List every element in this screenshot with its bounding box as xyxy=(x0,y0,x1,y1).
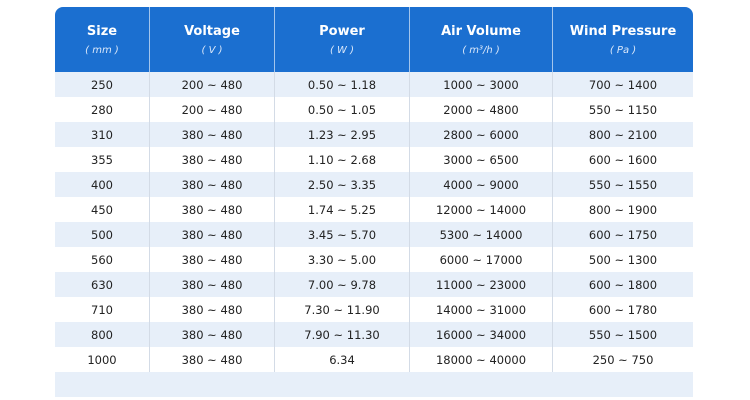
table-cell: 12000 ~ 14000 xyxy=(410,197,553,222)
column-title: Size xyxy=(86,23,118,39)
spec-table: Size ( mm ) Voltage ( V ) Power ( W ) Air Volu… xyxy=(55,7,693,397)
header-cell: Power ( W ) xyxy=(275,7,410,72)
table-cell: 5300 ~ 14000 xyxy=(410,222,553,247)
table-cell: 380 ~ 480 xyxy=(150,297,275,322)
table-cell: 380 ~ 480 xyxy=(150,147,275,172)
table-cell: 200 ~ 480 xyxy=(150,97,275,122)
table-cell: 560 xyxy=(55,247,150,272)
table-row: 450 380 ~ 480 1.74 ~ 5.25 12000 ~ 14000 800 … xyxy=(55,197,693,222)
column-title: Power xyxy=(319,23,365,39)
table-row: 710 380 ~ 480 7.30 ~ 11.90 14000 ~ 31000 600… xyxy=(55,297,693,322)
column-unit: ( Pa ) xyxy=(609,44,637,56)
table-cell: 700 ~ 1400 xyxy=(588,77,658,92)
empty-row xyxy=(55,372,693,397)
table-cell: 3.30 ~ 5.00 xyxy=(275,247,410,272)
column-unit: ( W ) xyxy=(329,44,355,56)
table-cell: 380 ~ 480 xyxy=(150,272,275,297)
table-row: 800 380 ~ 480 7.90 ~ 11.30 16000 ~ 34000 550… xyxy=(55,322,693,347)
table-row: 400 380 ~ 480 2.50 ~ 3.35 4000 ~ 9000 550 ~ … xyxy=(55,172,693,197)
table-cell: 1.10 ~ 2.68 xyxy=(275,147,410,172)
table-cell: 1.74 ~ 5.25 xyxy=(275,197,410,222)
table-cell: 11000 ~ 23000 xyxy=(410,272,553,297)
column-unit: ( mm ) xyxy=(85,44,119,56)
table-cell: 280 xyxy=(55,97,150,122)
table-cell: 600 ~ 1600 xyxy=(588,152,658,167)
column-unit: ( V ) xyxy=(201,44,223,56)
table-cell: 310 xyxy=(55,122,150,147)
table-row: 630 380 ~ 480 7.00 ~ 9.78 11000 ~ 23000 600 … xyxy=(55,272,693,297)
table-cell: 16000 ~ 34000 xyxy=(410,322,553,347)
table-cell: 380 ~ 480 xyxy=(150,172,275,197)
table-cell: 380 ~ 480 xyxy=(150,222,275,247)
table-row: 250 200 ~ 480 0.50 ~ 1.18 1000 ~ 3000 700 ~ … xyxy=(55,72,693,97)
table-cell: 250 xyxy=(55,72,150,97)
table-cell: 3.45 ~ 5.70 xyxy=(275,222,410,247)
table-cell: 550 ~ 1150 xyxy=(588,102,658,117)
table-cell: 6000 ~ 17000 xyxy=(410,247,553,272)
table-cell: 500 xyxy=(55,222,150,247)
table-cell: 800 ~ 1900 xyxy=(588,202,658,217)
header-cell: Air Volume ( m³/h ) xyxy=(410,7,553,72)
table-cell: 600 ~ 1750 xyxy=(588,227,658,242)
table-cell: 7.00 ~ 9.78 xyxy=(275,272,410,297)
table-cell: 0.50 ~ 1.18 xyxy=(275,72,410,97)
table-cell: 380 ~ 480 xyxy=(150,197,275,222)
table-row: 560 380 ~ 480 3.30 ~ 5.00 6000 ~ 17000 500 ~… xyxy=(55,247,693,272)
column-unit: ( m³/h ) xyxy=(462,44,500,56)
table-row: 310 380 ~ 480 1.23 ~ 2.95 2800 ~ 6000 800 ~ … xyxy=(55,122,693,147)
table-cell: 1000 xyxy=(55,347,150,372)
table-cell: 2000 ~ 4800 xyxy=(410,97,553,122)
table-cell: 710 xyxy=(55,297,150,322)
header-row: Size ( mm ) Voltage ( V ) Power ( W ) Air Volu… xyxy=(55,7,693,72)
table-cell: 630 xyxy=(55,272,150,297)
table-cell: 380 ~ 480 xyxy=(150,322,275,347)
table-cell: 380 ~ 480 xyxy=(150,247,275,272)
table-cell: 250 ~ 750 xyxy=(592,352,654,367)
table-cell: 14000 ~ 31000 xyxy=(410,297,553,322)
table-cell: 600 ~ 1800 xyxy=(588,277,658,292)
table-cell: 2.50 ~ 3.35 xyxy=(275,172,410,197)
table-row: 280 200 ~ 480 0.50 ~ 1.05 2000 ~ 4800 550 ~ … xyxy=(55,97,693,122)
table-row: 1000 380 ~ 480 6.34 18000 ~ 40000 250 ~ 750 xyxy=(55,347,693,372)
header-cell: Wind Pressure ( Pa ) xyxy=(553,7,693,72)
column-title: Voltage xyxy=(184,23,240,39)
table-cell: 1000 ~ 3000 xyxy=(410,72,553,97)
table-cell: 800 ~ 2100 xyxy=(588,127,658,142)
table-cell: 200 ~ 480 xyxy=(150,72,275,97)
table-cell: 4000 ~ 9000 xyxy=(410,172,553,197)
table-cell: 7.30 ~ 11.90 xyxy=(275,297,410,322)
table-row: 355 380 ~ 480 1.10 ~ 2.68 3000 ~ 6500 600 ~ … xyxy=(55,147,693,172)
table-cell: 1.23 ~ 2.95 xyxy=(275,122,410,147)
table-row: 500 380 ~ 480 3.45 ~ 5.70 5300 ~ 14000 600 ~… xyxy=(55,222,693,247)
table-cell: 400 xyxy=(55,172,150,197)
table-cell: 7.90 ~ 11.30 xyxy=(275,322,410,347)
table-cell: 3000 ~ 6500 xyxy=(410,147,553,172)
table-cell: 550 ~ 1550 xyxy=(588,177,658,192)
table-cell: 18000 ~ 40000 xyxy=(410,347,553,372)
table-cell: 450 xyxy=(55,197,150,222)
table-cell: 380 ~ 480 xyxy=(150,347,275,372)
table-cell: 6.34 xyxy=(275,347,410,372)
header-cell: Size ( mm ) xyxy=(55,7,150,72)
table-cell: 355 xyxy=(55,147,150,172)
table-cell: 500 ~ 1300 xyxy=(588,252,658,267)
table-cell: 600 ~ 1780 xyxy=(588,302,658,317)
table-cell: 0.50 ~ 1.05 xyxy=(275,97,410,122)
header-cell: Voltage ( V ) xyxy=(150,7,275,72)
column-title: Wind Pressure xyxy=(569,23,677,39)
table-cell: 2800 ~ 6000 xyxy=(410,122,553,147)
table-cell: 800 xyxy=(55,322,150,347)
table-cell: 380 ~ 480 xyxy=(150,122,275,147)
table-cell: 550 ~ 1500 xyxy=(588,327,658,342)
table-body: 250 200 ~ 480 0.50 ~ 1.18 1000 ~ 3000 700 ~ … xyxy=(55,72,693,372)
column-title: Air Volume xyxy=(441,23,521,39)
